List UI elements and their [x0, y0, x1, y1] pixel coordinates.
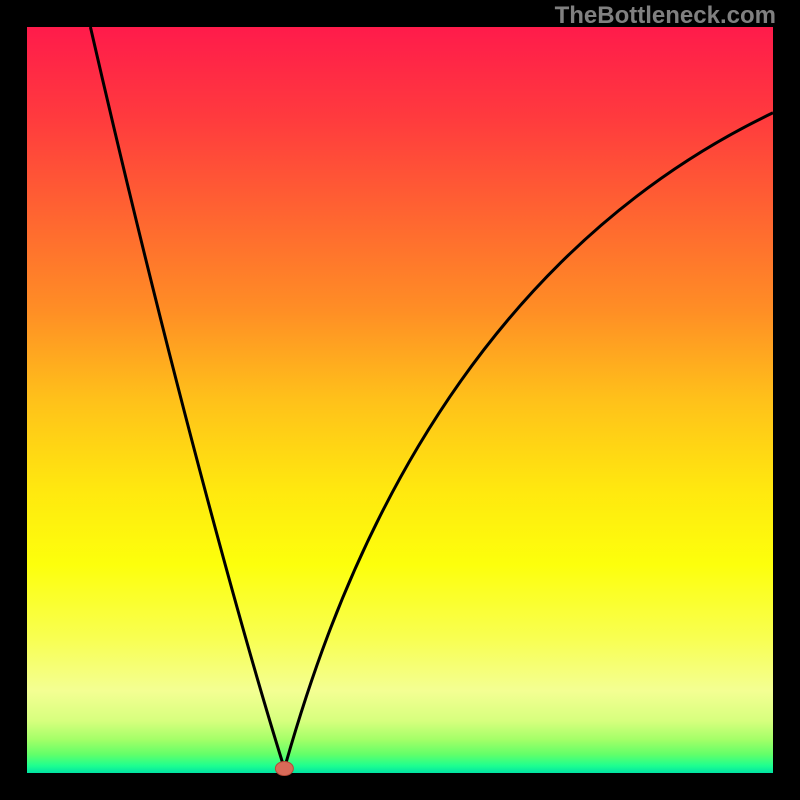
watermark-text: TheBottleneck.com [555, 2, 776, 30]
optimum-marker [275, 762, 293, 776]
chart-svg [0, 0, 800, 800]
plot-background [27, 27, 773, 773]
chart-container: TheBottleneck.com [0, 0, 800, 800]
